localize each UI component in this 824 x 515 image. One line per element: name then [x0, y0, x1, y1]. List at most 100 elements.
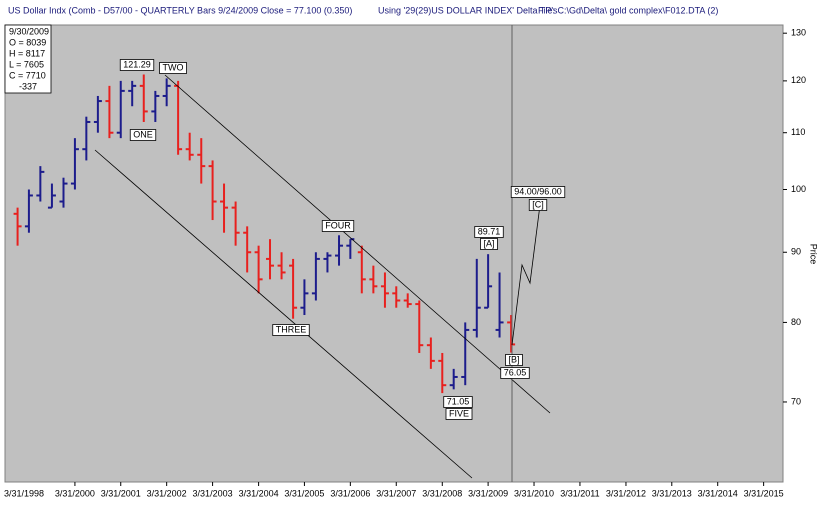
- ohlc-bar: [82, 116, 91, 161]
- info-high: H = 8117: [9, 48, 45, 58]
- ohlc-bar: [151, 90, 160, 122]
- annotation-box: [443, 396, 473, 408]
- y-tick-label: 90: [791, 247, 801, 257]
- annotation-box: [119, 59, 155, 71]
- x-tick-label: 3/31/2011: [560, 488, 599, 498]
- y-tick-label: 120: [791, 75, 806, 85]
- ohlc-bar: [93, 95, 102, 133]
- annotation-box: [500, 367, 530, 379]
- ohlc-bar: [59, 177, 68, 208]
- annotation: 121.29: [123, 59, 151, 69]
- ohlc-bar: [197, 138, 206, 184]
- ohlc-bar: [335, 235, 344, 266]
- annotation: 94.00/96.00: [514, 186, 562, 196]
- y-axis-label: Price: [809, 244, 819, 265]
- annotation-box: [474, 226, 504, 238]
- ohlc-bar: [277, 252, 286, 280]
- x-tick-label: 3/31/2008: [422, 488, 462, 498]
- x-tick-label: 3/31/2007: [376, 488, 416, 498]
- x-tick-label: 3/31/2003: [193, 488, 233, 498]
- annotation-box: [480, 238, 498, 250]
- y-tick-label: 130: [791, 28, 806, 38]
- header-title: US Dollar Indx (Comb - D57/00 - QUARTERL…: [8, 5, 352, 15]
- x-tick-label: 3/31/2001: [101, 488, 141, 498]
- ohlc-bar: [36, 166, 45, 202]
- ohlc-bar: [185, 132, 194, 161]
- ohlc-bar: [139, 74, 148, 122]
- annotation: [B]: [508, 354, 519, 364]
- ohlc-bar: [243, 226, 252, 273]
- ohlc-bar: [415, 300, 424, 353]
- x-tick-label: 3/31/2005: [284, 488, 324, 498]
- x-tick-label: 3/31/2006: [330, 488, 370, 498]
- x-tick-label: 3/31/2010: [514, 488, 554, 498]
- x-tick-label: 3/31/2000: [55, 488, 95, 498]
- ohlc-bar: [461, 322, 470, 386]
- x-tick-label: 3/31/2015: [744, 488, 784, 498]
- x-tick-label: 3/31/2009: [468, 488, 508, 498]
- annotation: THREE: [276, 324, 307, 334]
- annotation-box: [321, 220, 355, 232]
- y-tick-label: 100: [791, 184, 806, 194]
- annotation-box: [445, 408, 473, 420]
- ohlc-bar: [403, 293, 412, 308]
- ohlc-bar: [392, 286, 401, 308]
- info-low: L = 7605: [9, 59, 44, 69]
- ohlc-bar: [128, 80, 137, 107]
- ohlc-bar: [13, 207, 22, 246]
- annotation: ONE: [133, 129, 153, 139]
- ohlc-bar: [289, 258, 298, 319]
- annotation-box: [528, 199, 548, 211]
- info-box: [4, 24, 52, 94]
- ohlc-bar: [495, 272, 504, 338]
- ohlc-bar: [208, 160, 217, 221]
- annotation: [A]: [483, 238, 494, 248]
- ohlc-bar: [380, 272, 389, 308]
- ohlc-bar: [323, 252, 332, 273]
- annotation: TWO: [163, 62, 184, 72]
- x-tick-label: 3/31/2002: [147, 488, 187, 498]
- channel-upper: [164, 74, 551, 414]
- header-file: File: C:\Gd\Delta\ gold complex\F012.DTA…: [538, 5, 718, 15]
- plot-area: [4, 24, 784, 483]
- annotation: FOUR: [325, 220, 351, 230]
- annotation-box: [159, 62, 187, 74]
- ohlc-bar: [162, 78, 171, 107]
- ohlc-bar: [105, 85, 114, 139]
- ohlc-bar: [311, 252, 320, 301]
- ohlc-bar: [357, 245, 366, 294]
- channel-lower: [94, 149, 473, 479]
- info-date: 9/30/2009: [9, 26, 49, 36]
- ohlc-bar: [116, 80, 125, 139]
- x-tick-label: 3/31/2014: [698, 488, 738, 498]
- info-change: -337: [19, 81, 37, 91]
- ohlc-bar: [426, 337, 435, 369]
- annotation-box: [510, 186, 566, 198]
- ohlc-bar: [254, 245, 263, 294]
- ohlc-bar: [47, 183, 56, 209]
- y-tick-label: 110: [791, 127, 805, 137]
- annotation-box: [505, 354, 523, 366]
- annotation: 76.05: [504, 367, 527, 377]
- annotation: [C]: [532, 199, 544, 209]
- ohlc-bar: [484, 254, 493, 309]
- annotation-box: [272, 324, 310, 336]
- info-close: C = 7710: [9, 70, 46, 80]
- ohlc-bar: [438, 352, 447, 394]
- annotation: 71.05: [447, 396, 470, 406]
- ohlc-bar: [300, 279, 309, 316]
- ohlc-bar: [472, 258, 481, 338]
- y-tick-label: 70: [791, 396, 801, 406]
- annotation: FIVE: [449, 408, 469, 418]
- x-tick-label: 3/31/2004: [239, 488, 279, 498]
- ohlc-bar: [449, 368, 458, 390]
- ohlc-bar: [70, 138, 79, 190]
- x-tick-label: 3/31/2013: [652, 488, 692, 498]
- annotation: 89.71: [478, 226, 501, 236]
- ohlc-bar: [266, 239, 275, 280]
- ohlc-bar: [24, 189, 33, 233]
- ohlc-bar: [369, 265, 378, 294]
- annotation-box: [129, 129, 157, 141]
- projection-path: [511, 204, 541, 346]
